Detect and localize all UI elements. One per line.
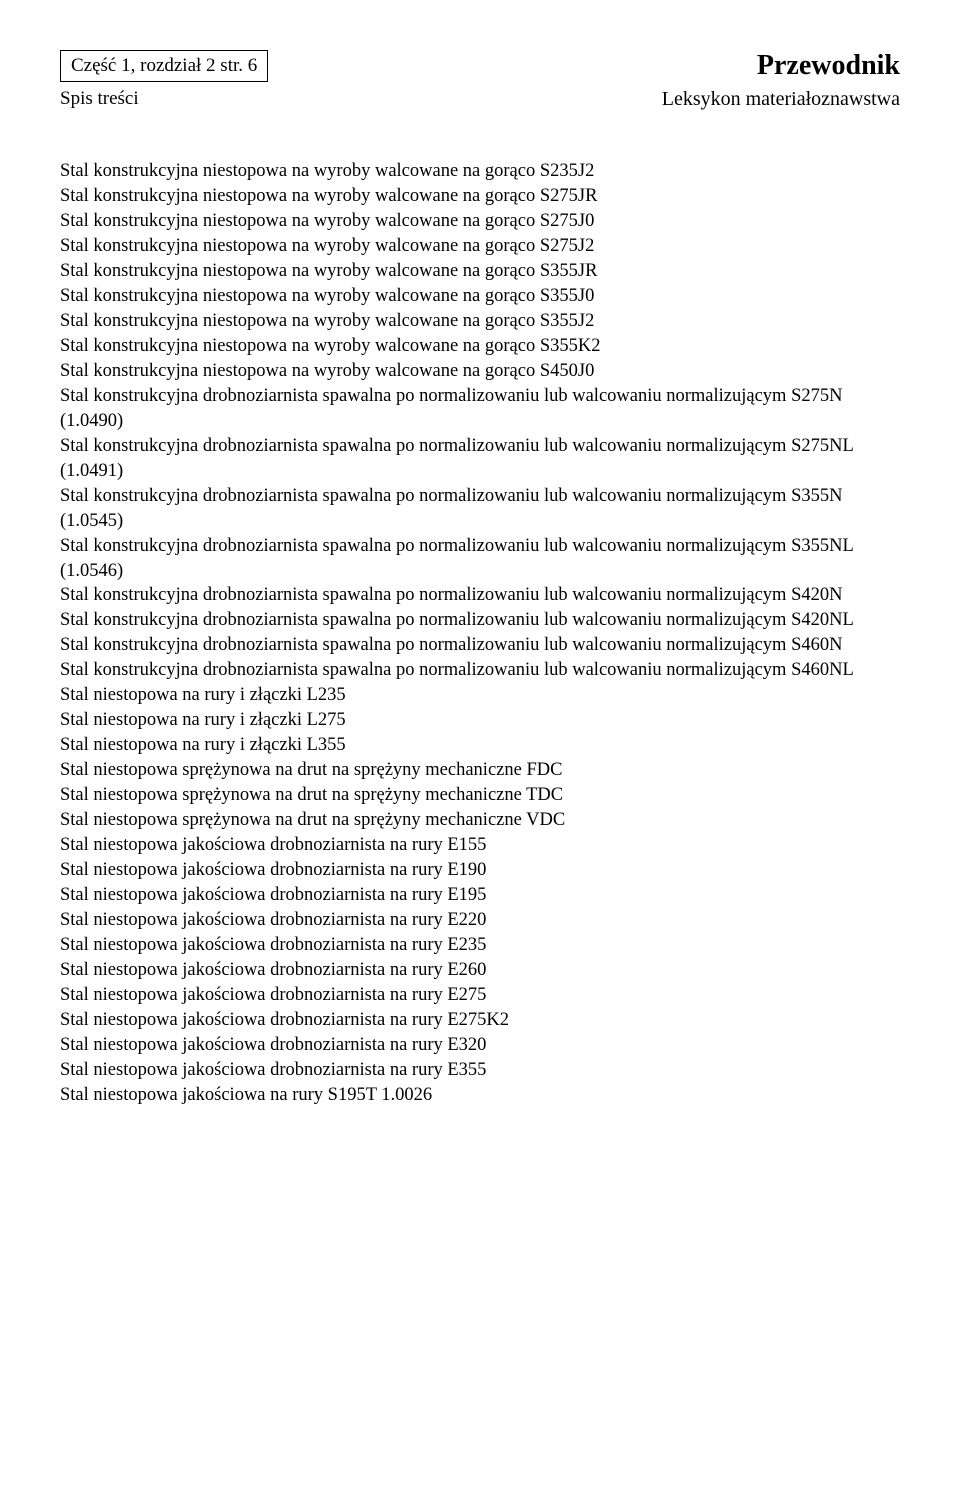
chapter-page-box: Część 1, rozdział 2 str. 6 [60,50,268,82]
list-item: Stal konstrukcyjna drobnoziarnista spawa… [60,608,900,633]
list-item: Stal konstrukcyjna niestopowa na wyroby … [60,259,900,284]
list-item: Stal niestopowa sprężynowa na drut na sp… [60,783,900,808]
list-item: Stal konstrukcyjna niestopowa na wyroby … [60,359,900,384]
list-item: Stal niestopowa na rury i złączki L275 [60,708,900,733]
list-item: Stal niestopowa na rury i złączki L355 [60,733,900,758]
list-item: Stal niestopowa sprężynowa na drut na sp… [60,758,900,783]
list-item: Stal niestopowa jakościowa drobnoziarnis… [60,858,900,883]
header-row: Część 1, rozdział 2 str. 6 Przewodnik [60,50,900,82]
list-item: Stal niestopowa jakościowa drobnoziarnis… [60,958,900,983]
list-item: Stal konstrukcyjna drobnoziarnista spawa… [60,534,900,584]
list-item: Stal niestopowa jakościowa drobnoziarnis… [60,983,900,1008]
list-item: Stal niestopowa jakościowa drobnoziarnis… [60,1033,900,1058]
list-item: Stal konstrukcyjna niestopowa na wyroby … [60,284,900,309]
list-item: Stal konstrukcyjna niestopowa na wyroby … [60,209,900,234]
toc-label: Spis treści [60,88,139,111]
content-list: Stal konstrukcyjna niestopowa na wyroby … [60,159,900,1108]
list-item: Stal konstrukcyjna drobnoziarnista spawa… [60,583,900,608]
list-item: Stal konstrukcyjna niestopowa na wyroby … [60,309,900,334]
list-item: Stal konstrukcyjna niestopowa na wyroby … [60,334,900,359]
list-item: Stal konstrukcyjna drobnoziarnista spawa… [60,384,900,434]
list-item: Stal niestopowa jakościowa na rury S195T… [60,1083,900,1108]
list-item: Stal niestopowa jakościowa drobnoziarnis… [60,1058,900,1083]
lexicon-label: Leksykon materiałoznawstwa [662,88,900,111]
list-item: Stal niestopowa jakościowa drobnoziarnis… [60,1008,900,1033]
list-item: Stal konstrukcyjna niestopowa na wyroby … [60,159,900,184]
page-title: Przewodnik [757,50,900,82]
subheader-row: Spis treści Leksykon materiałoznawstwa [60,88,900,111]
list-item: Stal niestopowa jakościowa drobnoziarnis… [60,833,900,858]
list-item: Stal niestopowa jakościowa drobnoziarnis… [60,933,900,958]
list-item: Stal konstrukcyjna drobnoziarnista spawa… [60,434,900,484]
list-item: Stal niestopowa sprężynowa na drut na sp… [60,808,900,833]
list-item: Stal niestopowa na rury i złączki L235 [60,683,900,708]
list-item: Stal konstrukcyjna niestopowa na wyroby … [60,234,900,259]
list-item: Stal konstrukcyjna drobnoziarnista spawa… [60,633,900,658]
list-item: Stal konstrukcyjna niestopowa na wyroby … [60,184,900,209]
list-item: Stal konstrukcyjna drobnoziarnista spawa… [60,484,900,534]
list-item: Stal niestopowa jakościowa drobnoziarnis… [60,883,900,908]
list-item: Stal konstrukcyjna drobnoziarnista spawa… [60,658,900,683]
list-item: Stal niestopowa jakościowa drobnoziarnis… [60,908,900,933]
